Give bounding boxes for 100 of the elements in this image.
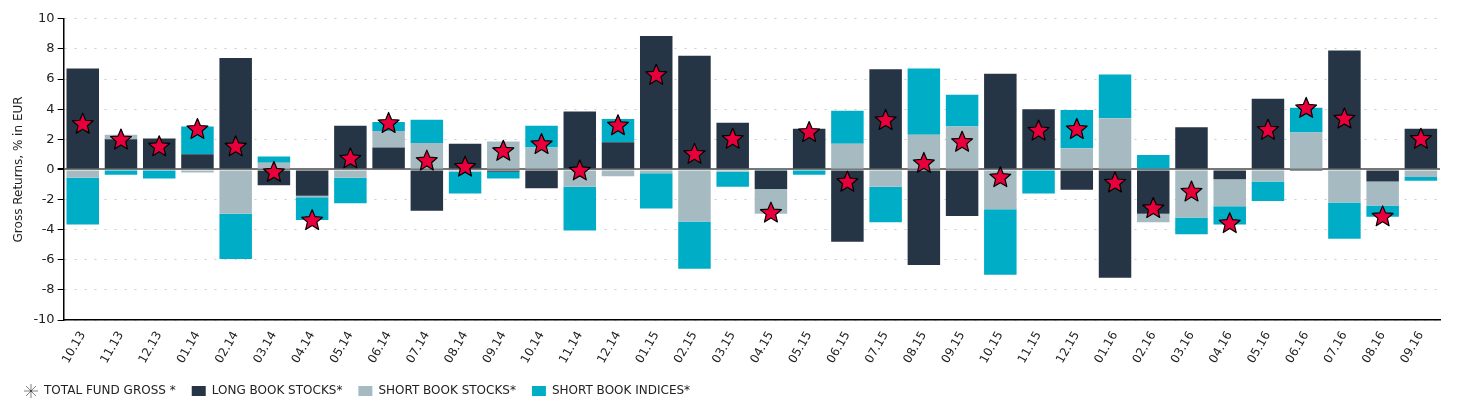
bar (1328, 202, 1361, 239)
legend-label: TOTAL FUND GROSS * (43, 383, 176, 398)
bar (1251, 170, 1285, 182)
point (989, 166, 1012, 188)
legend-label: SHORT BOOK INDICES* (551, 383, 691, 398)
bar (1098, 118, 1132, 169)
bar (563, 186, 597, 231)
bar (334, 177, 367, 204)
point (836, 170, 859, 192)
point (530, 132, 553, 155)
point (1218, 212, 1241, 234)
y-tick-label: -10 (33, 311, 55, 327)
bar (257, 156, 291, 163)
bar (1251, 98, 1285, 169)
point (71, 112, 94, 134)
point (645, 63, 668, 85)
bar (142, 170, 176, 179)
bar (66, 170, 99, 178)
bar (1328, 170, 1361, 203)
point (1295, 96, 1318, 118)
bar (219, 170, 252, 214)
point (1103, 171, 1127, 193)
point (798, 120, 821, 143)
y-tick-label: -6 (41, 251, 55, 267)
y-axis-title: Gross Returns, % in EUR (11, 96, 26, 243)
bar (372, 131, 405, 148)
bar (1404, 176, 1438, 181)
bar (639, 36, 673, 169)
bar (1137, 155, 1170, 169)
bar (869, 186, 902, 223)
y-tick-label: 2 (46, 130, 55, 146)
point (1333, 107, 1356, 129)
bar (295, 170, 329, 196)
bar (1022, 170, 1055, 194)
bar (1175, 217, 1208, 235)
bar (869, 69, 902, 169)
bar (372, 147, 405, 169)
y-tick-label: 10 (38, 10, 55, 26)
bar (219, 213, 252, 260)
bar (831, 143, 864, 169)
point (1371, 205, 1394, 227)
bar (1366, 170, 1399, 182)
point (874, 108, 897, 130)
bar (1366, 181, 1399, 206)
y-tick-label: 6 (46, 70, 55, 86)
bar (1328, 50, 1361, 169)
bar (487, 171, 520, 179)
point (301, 209, 324, 231)
point (186, 117, 209, 140)
bar (410, 119, 444, 144)
bar (831, 170, 864, 242)
y-tick-label: -8 (41, 281, 55, 297)
bar (984, 209, 1017, 275)
bar (601, 142, 635, 169)
bar (334, 170, 367, 178)
point (606, 114, 630, 136)
bar (984, 73, 1017, 169)
bar (601, 170, 635, 177)
bar (219, 57, 252, 169)
bar (1213, 179, 1246, 207)
legend-label: SHORT BOOK STOCKS* (378, 383, 516, 398)
bar (945, 170, 979, 217)
y-tick-label: 4 (46, 100, 55, 116)
bar (639, 170, 673, 174)
bar (448, 171, 482, 194)
bar (66, 177, 99, 225)
bar (869, 170, 902, 187)
y-tick-label: 8 (46, 40, 55, 56)
legend-label: LONG BOOK STOCKS* (211, 383, 343, 398)
bar (907, 68, 941, 135)
bar (907, 170, 941, 266)
point (262, 160, 285, 182)
bar (1175, 127, 1208, 169)
point (224, 135, 247, 157)
bar (1098, 74, 1132, 119)
bar (66, 68, 99, 169)
bar (181, 170, 214, 173)
bar (678, 221, 711, 269)
bar (639, 173, 673, 209)
point (377, 111, 400, 133)
point (1142, 196, 1165, 219)
bar (104, 170, 138, 175)
bar (678, 55, 711, 169)
bar (1060, 148, 1094, 169)
bar (1251, 181, 1285, 202)
bar (1404, 170, 1438, 177)
bar (1098, 170, 1132, 278)
point (109, 128, 133, 150)
y-tick-label: -4 (41, 221, 55, 237)
bar (678, 170, 711, 222)
bar (1289, 132, 1323, 169)
bar (1213, 170, 1246, 180)
bar (792, 170, 826, 175)
y-tick-label: 0 (46, 160, 55, 176)
point (683, 142, 706, 164)
y-tick-label: -2 (41, 190, 55, 206)
point (568, 159, 591, 181)
bar (945, 94, 979, 127)
bar (563, 111, 597, 169)
bar (716, 171, 749, 187)
